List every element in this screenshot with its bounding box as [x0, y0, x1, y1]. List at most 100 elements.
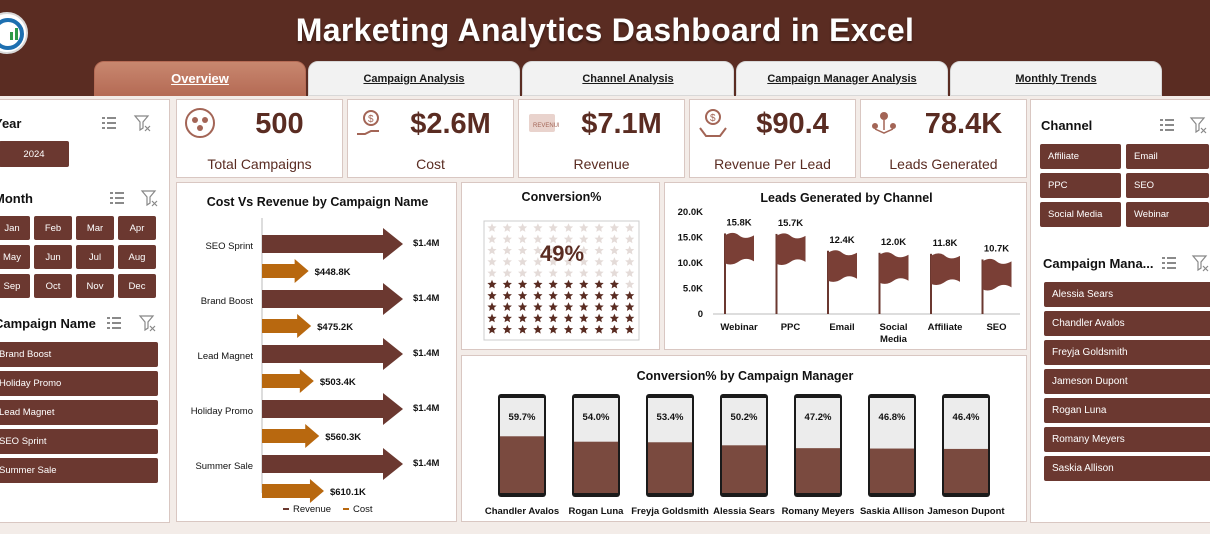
- cost-revenue-plot: SEO Sprint $1.4M $448.8K Brand Boost $1.4M $4…: [191, 218, 439, 503]
- slicer-item-month[interactable]: Jan: [0, 216, 30, 240]
- slicer-item-campaign[interactable]: Holiday Promo: [0, 371, 158, 396]
- slicer-item-month[interactable]: Jul: [76, 245, 114, 269]
- slicer-item-manager[interactable]: Alessia Sears: [1044, 282, 1210, 307]
- category-label: Summer Sale: [195, 461, 253, 472]
- slicer-item-month[interactable]: Oct: [34, 274, 72, 298]
- slicer-item-month[interactable]: Jun: [34, 245, 72, 269]
- slicer-item-manager[interactable]: Saskia Allison: [1044, 456, 1210, 481]
- kpi-value: $7.1M: [581, 108, 662, 140]
- slicer-item-campaign[interactable]: SEO Sprint: [0, 429, 158, 454]
- conversion-star: [609, 234, 619, 244]
- cost-data-label: $503.4K: [320, 377, 356, 388]
- slicer-item-manager[interactable]: Chandler Avalos: [1044, 311, 1210, 336]
- conversion-star: [487, 268, 497, 278]
- multi-select-icon[interactable]: [108, 189, 126, 207]
- conversion-bar: [944, 448, 988, 493]
- tab-overview[interactable]: Overview: [94, 61, 306, 96]
- conversion-star: [518, 313, 528, 323]
- conversion-star: [518, 268, 528, 278]
- conversion-bar: [500, 436, 544, 493]
- slicer-item-manager[interactable]: Jameson Dupont: [1044, 369, 1210, 394]
- conversion-star: [533, 245, 543, 255]
- slicer-item-campaign[interactable]: Summer Sale: [0, 458, 158, 483]
- x-tick-label: Romany Meyers: [782, 506, 855, 517]
- revenue-bar: [262, 283, 403, 315]
- conversion-star: [518, 257, 528, 266]
- slicer-item-channel[interactable]: Social Media: [1040, 202, 1121, 227]
- clear-filter-icon[interactable]: [138, 314, 156, 332]
- conversion-star-grid: [483, 220, 640, 341]
- tab-campaign-analysis[interactable]: Campaign Analysis: [308, 61, 520, 96]
- multi-select-icon[interactable]: [105, 314, 123, 332]
- cost-data-label: $475.2K: [317, 322, 353, 333]
- conversion-star: [609, 257, 619, 266]
- conversion-star: [563, 279, 574, 289]
- multi-select-icon[interactable]: [100, 114, 118, 132]
- kpi-label: Leads Generated: [889, 156, 998, 172]
- clear-filter-icon[interactable]: [133, 114, 151, 132]
- y-tick-label: 15.0K: [678, 233, 703, 244]
- grid-frame: [483, 220, 640, 341]
- slicer-item-month[interactable]: Apr: [118, 216, 156, 240]
- conversion-bar: [574, 441, 618, 493]
- slicer-item-channel[interactable]: Email: [1126, 144, 1209, 169]
- clear-filter-icon[interactable]: [1191, 254, 1209, 272]
- slicer-item-year[interactable]: 2024: [0, 141, 69, 167]
- conversion-bar: [648, 442, 692, 493]
- conversion-star: [625, 234, 635, 244]
- clear-filter-icon[interactable]: [140, 189, 158, 207]
- leads-bar: [931, 253, 960, 285]
- revenue-icon: REVENUE: [529, 114, 559, 132]
- conversion-star: [548, 257, 558, 266]
- multi-select-icon[interactable]: [1160, 254, 1178, 272]
- conversion-star: [533, 223, 543, 232]
- multi-select-icon[interactable]: [1158, 116, 1176, 134]
- slicer-item-channel[interactable]: SEO: [1126, 173, 1209, 198]
- slicer-title-channel: Channel: [1041, 118, 1093, 133]
- tab-label: Campaign Manager Analysis: [767, 72, 917, 85]
- conversion-star: [625, 291, 635, 300]
- slicer-item-campaign[interactable]: Brand Boost: [0, 342, 158, 367]
- chart-title: Conversion% by Campaign Manager: [636, 369, 854, 383]
- legend-swatch: [343, 508, 349, 511]
- chart-title: Cost Vs Revenue by Campaign Name: [206, 195, 429, 209]
- slicer-item-month[interactable]: Nov: [76, 274, 114, 298]
- slicer-item-manager[interactable]: Freyja Goldsmith: [1044, 340, 1210, 365]
- data-label: 12.4K: [829, 235, 854, 246]
- revenue-data-label: $1.4M: [413, 348, 439, 359]
- cost-data-label: $448.8K: [315, 267, 351, 278]
- tab-campaign-manager-analysis[interactable]: Campaign Manager Analysis: [736, 61, 948, 96]
- conversion-star: [502, 313, 512, 323]
- slicer-item-campaign[interactable]: Lead Magnet: [0, 400, 158, 425]
- conversion-star: [548, 313, 558, 323]
- x-tick-label: SEO: [986, 322, 1006, 333]
- slicer-item-channel[interactable]: Webinar: [1126, 202, 1209, 227]
- slicer-item-channel[interactable]: Affiliate: [1040, 144, 1121, 169]
- slicer-item-month[interactable]: Aug: [118, 245, 156, 269]
- manager-plot: 59.7% Chandler Avalos 54.0% Rogan Luna 53.4%…: [485, 394, 1005, 517]
- x-tick-label: Media: [880, 334, 908, 345]
- chart-title: Leads Generated by Channel: [760, 191, 933, 205]
- slicer-item-month[interactable]: Sep: [0, 274, 30, 298]
- legend-label: Cost: [353, 504, 373, 515]
- tab-monthly-trends[interactable]: Monthly Trends: [950, 61, 1162, 96]
- slicer-item-channel[interactable]: PPC: [1040, 173, 1121, 198]
- kpi-label: Total Campaigns: [207, 156, 312, 172]
- conversion-star: [487, 302, 497, 311]
- slicer-item-month[interactable]: Dec: [118, 274, 156, 298]
- clear-filter-icon[interactable]: [1189, 116, 1207, 134]
- x-tick-label: Saskia Allison: [860, 506, 924, 517]
- cost-bar: [262, 479, 324, 503]
- slicer-title-year: Year: [0, 116, 22, 131]
- slicer-item-manager[interactable]: Romany Meyers: [1044, 427, 1210, 452]
- kpi-value: $2.6M: [410, 108, 491, 140]
- slicer-item-month[interactable]: Mar: [76, 216, 114, 240]
- slicer-item-manager[interactable]: Rogan Luna: [1044, 398, 1210, 423]
- data-label: 53.4%: [657, 412, 684, 423]
- slicer-item-month[interactable]: May: [0, 245, 30, 269]
- leads-plot: 0 5.0K 10.0K 15.0K 20.0K 15.8K Webinar 15.7K PPC…: [678, 207, 1020, 345]
- slicer-item-month[interactable]: Feb: [34, 216, 72, 240]
- tab-channel-analysis[interactable]: Channel Analysis: [522, 61, 734, 96]
- conversion-star: [563, 234, 574, 244]
- conversion-star: [487, 279, 497, 289]
